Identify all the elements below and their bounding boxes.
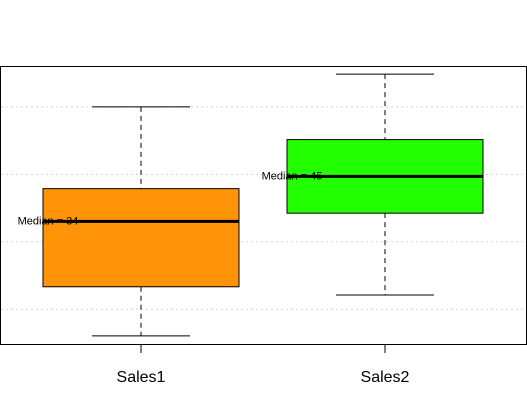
- median-label: Median = 45: [262, 170, 323, 182]
- boxes-layer: Median = 34 Median = 45: [18, 73, 484, 337]
- x-tick-label-sales2: Sales2: [361, 369, 410, 386]
- box-sales1: Median = 34: [18, 106, 240, 337]
- median-label: Median = 34: [18, 215, 79, 227]
- iqr-box: [42, 188, 240, 288]
- box-sales2: Median = 45: [262, 73, 484, 296]
- x-tick-label-sales1: Sales1: [117, 369, 166, 386]
- x-axis: Sales1 Sales2: [117, 344, 410, 386]
